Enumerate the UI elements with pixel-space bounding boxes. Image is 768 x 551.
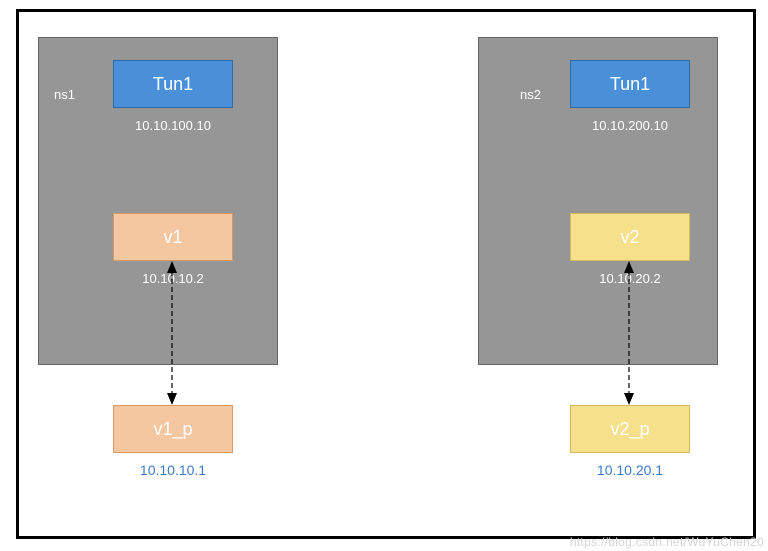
- arrow-right: [0, 0, 768, 551]
- watermark: https://blog.csdn.net/WuYuChen20: [570, 535, 764, 549]
- diagram-canvas: ns1 Tun1 10.10.100.10 v1 10.10.10.2 v1_p…: [0, 0, 768, 551]
